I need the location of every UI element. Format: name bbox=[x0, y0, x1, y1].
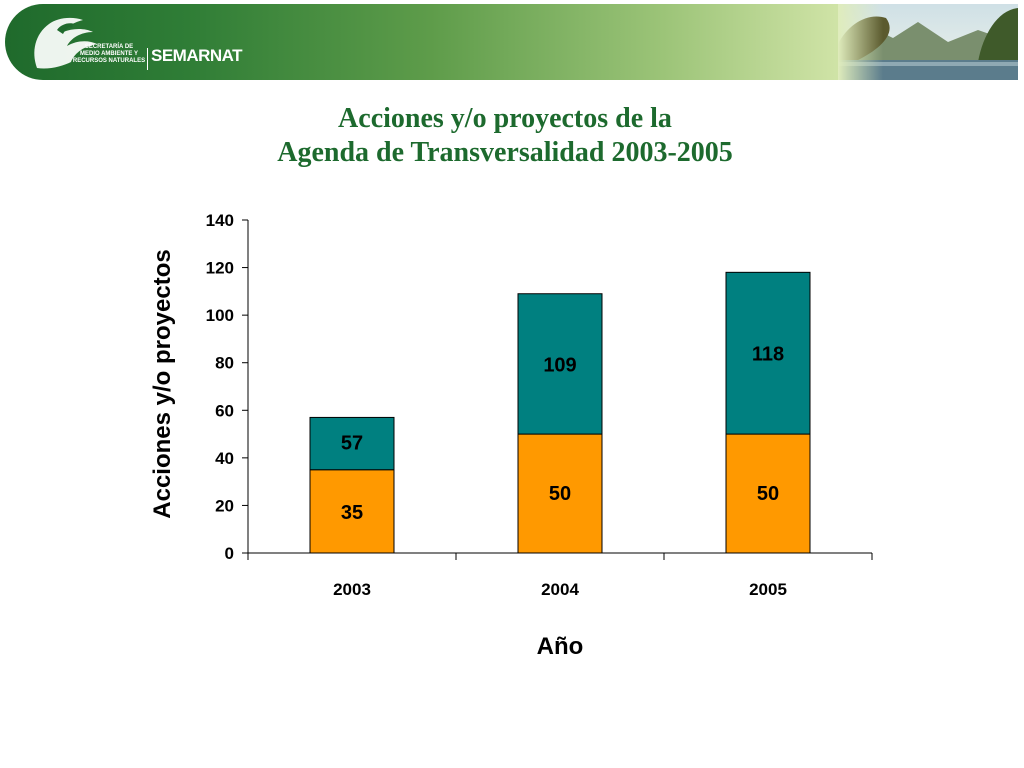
title-line: Acciones y/o proyectos de la bbox=[338, 103, 672, 134]
y-tick-label: 40 bbox=[215, 449, 234, 468]
page-title: Acciones y/o proyectos de la Agenda de T… bbox=[0, 102, 1010, 170]
bar-segment-bottom bbox=[725, 433, 811, 554]
y-tick-label: 140 bbox=[206, 211, 234, 230]
bar-segment-bottom bbox=[309, 469, 395, 554]
lake-landscape-icon bbox=[838, 4, 1018, 80]
brand-logo-text: SEMARNAT bbox=[151, 46, 243, 65]
header-banner: SECRETARÍA DE MEDIO AMBIENTE Y RECURSOS … bbox=[5, 4, 1018, 80]
y-tick-label: 120 bbox=[206, 259, 234, 278]
data-label-bottom: 35 bbox=[341, 502, 363, 524]
y-tick-label: 100 bbox=[206, 306, 234, 325]
y-tick-label: 80 bbox=[215, 354, 234, 373]
x-axis-title: Año bbox=[537, 633, 584, 660]
data-label-bottom: 50 bbox=[757, 483, 779, 505]
x-tick-label: 2005 bbox=[749, 580, 787, 599]
data-label-top: 109 bbox=[543, 355, 576, 377]
title-line: Agenda de Transversalidad 2003-2005 bbox=[277, 137, 733, 168]
eagle-emblem-icon bbox=[34, 17, 97, 69]
y-tick-label: 60 bbox=[215, 401, 234, 420]
agency-line: RECURSOS NATURALES bbox=[72, 58, 146, 64]
data-label-top: 118 bbox=[752, 343, 784, 365]
agency-line: MEDIO AMBIENTE Y bbox=[79, 51, 138, 57]
agency-line: SECRETARÍA DE bbox=[84, 44, 134, 50]
data-label-bottom: 50 bbox=[549, 483, 571, 505]
x-tick-label: 2004 bbox=[541, 580, 579, 599]
data-label-top: 57 bbox=[341, 432, 363, 454]
y-tick-label: 0 bbox=[225, 544, 234, 563]
agency-name: SECRETARÍA DE MEDIO AMBIENTE Y RECURSOS … bbox=[69, 44, 149, 65]
y-tick-label: 20 bbox=[215, 496, 234, 515]
bar-segment-top bbox=[309, 416, 395, 471]
y-axis-title: Acciones y/o proyectos bbox=[149, 249, 176, 518]
bar-segment-top bbox=[517, 293, 603, 435]
brand-divider bbox=[147, 48, 148, 70]
bar-segment-top bbox=[725, 271, 811, 435]
x-tick-label: 2003 bbox=[333, 580, 371, 599]
